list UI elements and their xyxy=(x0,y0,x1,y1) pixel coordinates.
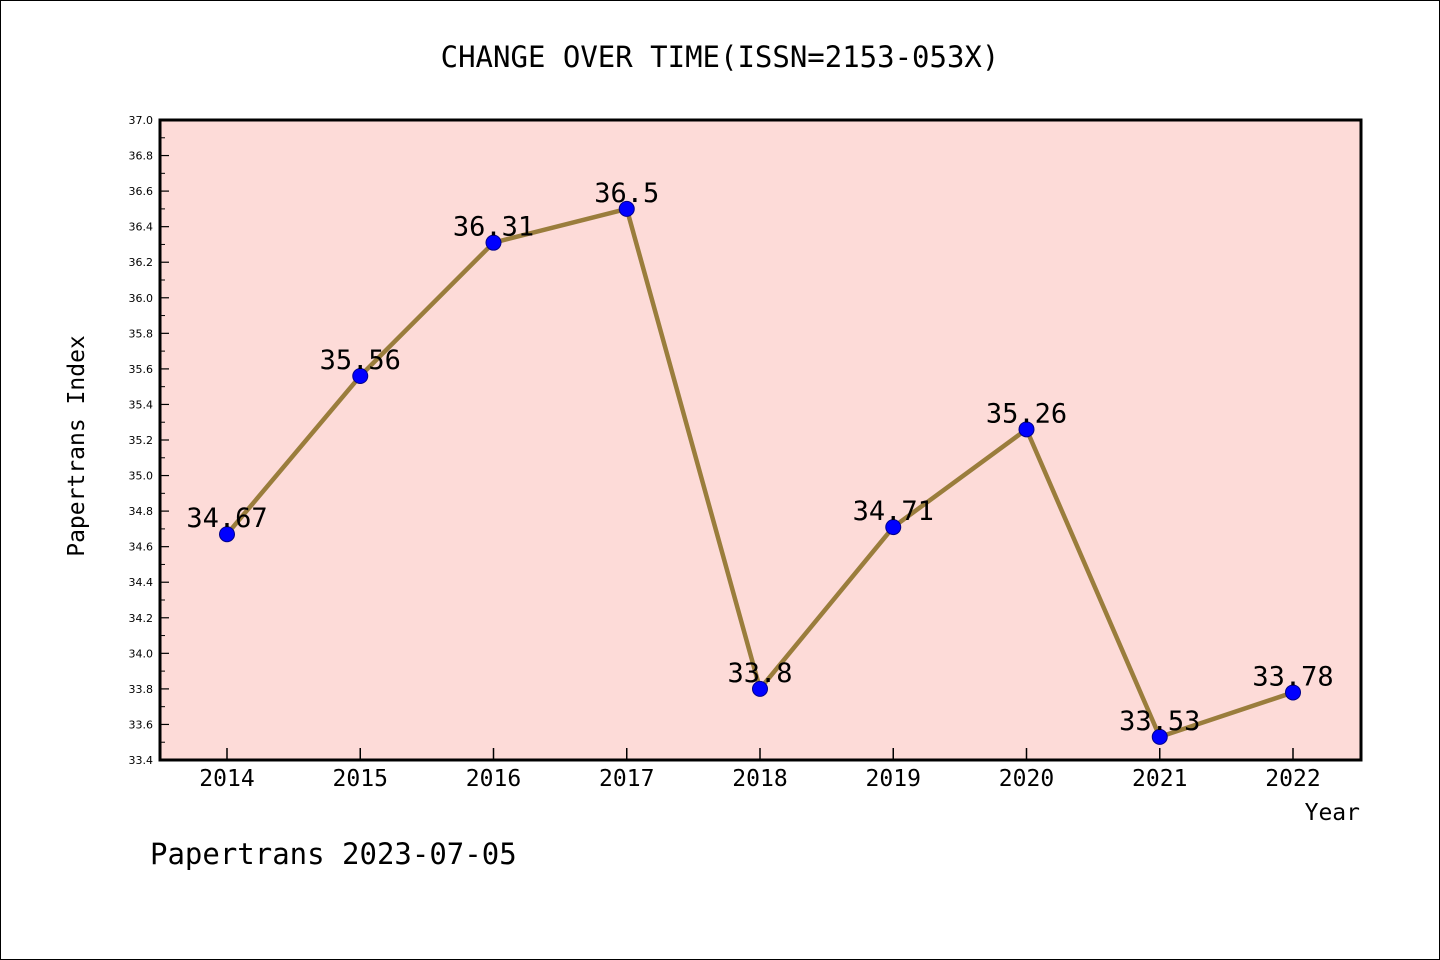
y-tick-label: 36.4 xyxy=(129,221,154,234)
y-tick-label: 35.6 xyxy=(129,363,154,376)
y-tick-label: 36.6 xyxy=(129,185,154,198)
x-tick-label: 2017 xyxy=(599,766,654,792)
x-tick-label: 2020 xyxy=(999,766,1054,792)
data-label: 34.71 xyxy=(853,496,934,527)
y-tick-label: 34.6 xyxy=(129,541,154,554)
y-tick-label: 35.4 xyxy=(129,398,154,411)
data-point xyxy=(618,200,635,217)
series-layer: 34.67 35.56 36.31 36.5 33.8 34.71 35.26 33.53 33… xyxy=(186,178,1334,745)
data-point xyxy=(485,234,502,251)
y-tick-label: 35.0 xyxy=(129,470,154,483)
y-tick-label: 34.0 xyxy=(129,647,154,660)
footer-text: Papertrans 2023-07-05 xyxy=(150,837,517,871)
data-label: 35.26 xyxy=(986,398,1067,429)
data-point xyxy=(885,519,902,536)
x-tick-label: 2018 xyxy=(732,766,787,792)
data-point xyxy=(752,680,768,697)
chart-title: CHANGE OVER TIME(ISSN=2153-053X) xyxy=(441,40,1000,74)
x-axis-label: Year xyxy=(1305,800,1360,826)
y-tick-label: 36.0 xyxy=(129,292,154,305)
y-tick-label: 33.8 xyxy=(129,683,154,696)
plot-area xyxy=(160,120,1361,760)
y-axis-label: Papertrans Index xyxy=(64,335,90,557)
y-tick-label: 35.2 xyxy=(129,434,154,447)
data-point xyxy=(1018,421,1035,438)
y-tick-label: 34.8 xyxy=(129,505,154,518)
y-tick-label: 37.0 xyxy=(129,114,154,127)
data-label: 33.53 xyxy=(1119,706,1200,737)
y-tick-label: 35.8 xyxy=(129,327,154,340)
data-label: 34.67 xyxy=(186,503,267,534)
y-tick-label: 33.6 xyxy=(129,718,154,731)
data-label: 35.56 xyxy=(320,345,401,376)
data-point xyxy=(219,526,235,543)
plot-border xyxy=(158,118,1363,762)
x-tick-label: 2014 xyxy=(199,766,254,792)
y-tick-label: 33.4 xyxy=(129,754,154,767)
data-label: 33.8 xyxy=(727,658,792,689)
x-tick-label: 2019 xyxy=(866,766,921,792)
data-point xyxy=(352,368,369,384)
x-tick-label: 2015 xyxy=(333,766,388,792)
y-axis-ticks: 33.4 33.6 33.8 34.0 34.2 34.4 34.6 34.8 35.0 35.2… xyxy=(129,114,169,767)
y-tick-label: 34.2 xyxy=(129,612,154,625)
x-axis-ticks: 2014 2015 2016 2017 2018 2019 2020 2021 2022 xyxy=(199,748,1321,792)
data-point xyxy=(1151,728,1168,745)
x-tick-label: 2021 xyxy=(1132,766,1187,792)
y-tick-label: 34.4 xyxy=(129,576,154,589)
data-label: 36.5 xyxy=(594,178,659,209)
data-point xyxy=(1285,684,1301,701)
data-label: 33.78 xyxy=(1252,661,1333,692)
y-tick-label: 36.8 xyxy=(129,150,154,163)
x-tick-label: 2016 xyxy=(466,766,521,792)
data-label: 36.31 xyxy=(453,212,534,243)
x-tick-label: 2022 xyxy=(1265,766,1320,792)
y-tick-label: 36.2 xyxy=(129,256,154,269)
